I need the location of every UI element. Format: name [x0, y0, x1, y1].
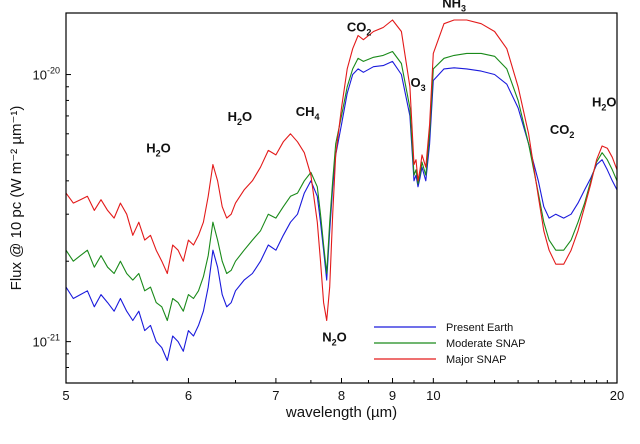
y-axis-label: Flux @ 10 pc (W m⁻² µm⁻¹): [8, 106, 25, 291]
ticks-layer: 5 6 7 8 9 10 20 10-21 10-20: [33, 66, 625, 403]
series-line-2: [65, 19, 618, 322]
annotation-label: H2O: [228, 109, 253, 127]
annotation-label: N2O: [322, 330, 347, 348]
x-tick-label: 20: [610, 388, 624, 403]
x-tick-label: 5: [62, 388, 69, 403]
annotation-label: CO2: [550, 122, 575, 140]
legend-label-1: Moderate SNAP: [446, 338, 525, 350]
x-tick-label: 7: [272, 388, 279, 403]
annotation-layer: H2O H2O CH4 CO2 O3 NH3 N2O CO2 H2O: [146, 0, 616, 348]
x-tick-label: 9: [389, 388, 396, 403]
x-tick-label: 6: [185, 388, 192, 403]
y-tick-label: 10-21: [33, 333, 60, 350]
x-axis-label: wavelength (µm): [285, 404, 397, 421]
annotation-label: CO2: [347, 19, 372, 37]
annotation-label: CH4: [296, 104, 320, 122]
series-line-0: [65, 60, 618, 362]
annotation-label: H2O: [592, 94, 617, 112]
legend-label-2: Major SNAP: [446, 354, 507, 366]
annotation-label: NH3: [442, 0, 466, 14]
legend-label-0: Present Earth: [446, 322, 513, 334]
x-tick-label: 8: [338, 388, 345, 403]
annotation-label: H2O: [146, 141, 171, 159]
series-layer: [65, 19, 618, 362]
x-tick-label: 10: [426, 388, 440, 403]
legend: Present Earth Moderate SNAP Major SNAP: [368, 318, 525, 370]
series-line-1: [65, 50, 618, 322]
y-tick-label: 10-20: [33, 66, 60, 83]
annotation-label: O3: [410, 75, 425, 93]
